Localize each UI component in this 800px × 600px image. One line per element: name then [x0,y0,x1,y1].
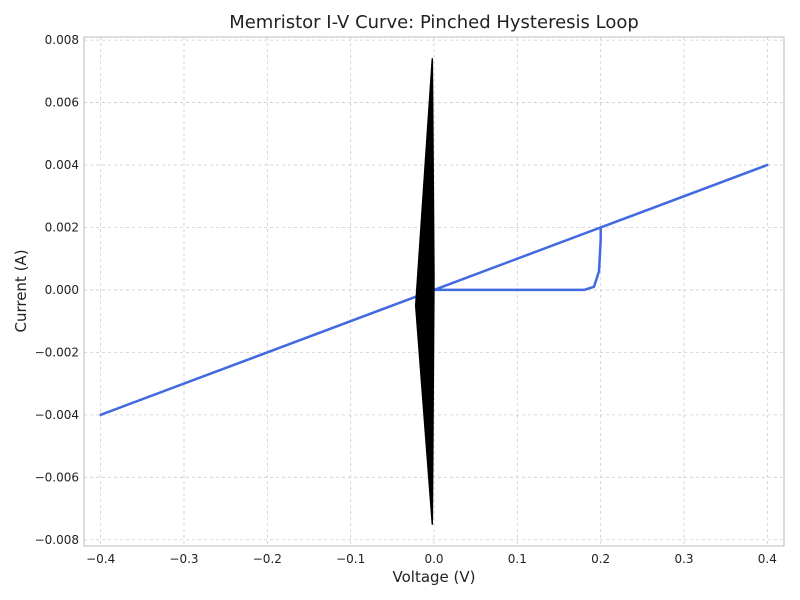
y-tick-label: 0.000 [45,283,79,297]
y-tick-label: −0.002 [35,345,79,359]
x-tick-label: 0.2 [591,552,610,566]
y-tick-label: 0.008 [45,33,79,47]
x-axis-label: Voltage (V) [393,568,476,586]
series-line-0 [99,163,769,417]
y-tick-label: −0.008 [35,533,79,547]
chart-title: Memristor I-V Curve: Pinched Hysteresis … [229,12,639,33]
plot-frame [83,36,785,547]
tick-layer: −0.4 −0.3 −0.2 −0.1 0.0 0.1 0.2 0.3 0.4 −0.008 −0.… [35,33,777,566]
x-tick-label: −0.4 [86,552,115,566]
y-axis-label: Current (A) [12,249,30,332]
series-layer [99,58,769,525]
x-tick-label: −0.2 [253,552,282,566]
x-tick-label: 0.0 [424,552,443,566]
y-tick-label: −0.004 [35,408,79,422]
x-tick-label: −0.1 [336,552,365,566]
x-tick-label: −0.3 [169,552,198,566]
y-tick-label: 0.006 [45,96,79,110]
x-tick-label: 0.3 [674,552,693,566]
y-tick-label: 0.004 [45,158,79,172]
y-tick-label: 0.002 [45,220,79,234]
y-tick-label: −0.006 [35,470,79,484]
x-tick-label: 0.1 [508,552,527,566]
grid-layer [84,37,784,546]
x-tick-label: 0.4 [758,552,777,566]
series-line-1 [414,58,435,525]
